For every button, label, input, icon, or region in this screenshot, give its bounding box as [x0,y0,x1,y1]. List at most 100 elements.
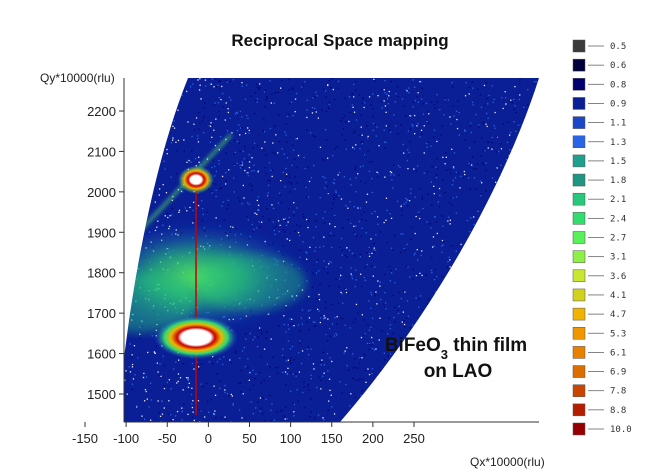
x-tick-label: -50 [158,431,177,446]
noise-speckle [483,164,485,166]
noise-speckle [221,363,224,366]
noise-speckle [432,310,435,313]
noise-speckle [364,354,366,356]
noise-speckle [247,219,249,221]
noise-speckle [532,159,534,161]
noise-speckle [529,237,531,239]
noise-speckle [241,161,243,163]
noise-speckle [429,316,431,318]
noise-speckle [306,116,308,119]
noise-speckle [284,406,287,408]
noise-speckle [501,304,503,306]
noise-speckle [166,148,168,151]
noise-speckle [273,227,275,229]
noise-speckle [486,219,488,221]
noise-speckle [148,132,151,134]
noise-speckle [404,375,407,377]
noise-speckle [534,385,536,387]
noise-speckle [519,94,521,96]
noise-speckle [128,228,130,230]
noise-speckle [329,235,331,237]
noise-speckle [162,122,164,124]
noise-speckle [470,131,473,134]
noise-speckle [449,168,451,171]
noise-speckle [390,171,393,174]
noise-speckle [418,211,420,213]
noise-speckle [280,202,282,204]
noise-speckle [154,201,156,203]
noise-speckle [516,186,518,189]
noise-speckle [417,259,419,261]
noise-speckle [348,96,351,98]
noise-speckle [295,167,298,169]
noise-speckle [357,207,359,209]
noise-speckle [359,134,361,136]
noise-speckle [175,361,177,363]
noise-speckle [238,142,241,144]
noise-speckle [252,384,255,386]
noise-speckle [476,285,478,287]
noise-speckle [418,298,420,300]
noise-speckle [528,241,531,243]
noise-speckle [324,317,326,319]
noise-speckle [141,234,143,236]
legend-label: 10.0 [610,425,632,435]
noise-speckle [442,179,444,181]
noise-speckle [537,215,539,218]
noise-speckle [375,348,377,350]
noise-speckle [533,407,536,410]
legend-swatch [572,231,586,244]
noise-speckle [444,97,446,99]
noise-speckle [454,177,457,179]
noise-speckle [447,216,450,218]
noise-speckle [213,385,215,387]
noise-speckle [355,81,357,83]
noise-speckle [334,214,336,216]
noise-speckle [315,298,318,300]
noise-speckle [131,363,134,366]
noise-speckle [492,402,494,404]
noise-speckle [407,199,409,201]
noise-speckle [474,393,476,395]
noise-speckle [534,302,536,304]
noise-speckle [211,78,213,80]
noise-speckle [509,221,511,224]
noise-speckle [361,134,363,136]
noise-speckle [453,383,455,385]
noise-speckle [388,265,390,268]
noise-speckle [435,400,437,402]
noise-speckle [170,176,172,178]
noise-speckle [360,285,363,288]
noise-speckle [319,197,321,199]
noise-speckle [412,106,414,108]
noise-speckle [350,222,352,225]
noise-speckle [534,196,536,198]
noise-speckle [499,174,502,177]
noise-speckle [464,173,466,176]
noise-speckle [324,129,327,131]
noise-speckle [503,408,505,410]
noise-speckle [263,149,265,152]
noise-speckle [137,357,139,359]
noise-speckle [351,104,353,106]
noise-speckle [268,162,271,164]
noise-speckle [198,111,200,114]
noise-speckle [260,407,262,409]
noise-speckle [245,333,247,335]
noise-speckle [210,83,213,85]
noise-speckle [158,194,160,196]
noise-speckle [141,415,143,417]
noise-speckle [421,196,424,198]
noise-speckle [372,317,374,319]
noise-speckle [419,377,421,379]
noise-speckle [164,364,166,367]
noise-speckle [198,161,200,163]
noise-speckle [477,288,479,290]
noise-speckle [390,269,392,272]
noise-speckle [213,413,215,415]
noise-speckle [191,135,193,138]
noise-speckle [425,322,427,324]
noise-speckle [480,155,482,157]
legend-swatch [572,116,586,129]
noise-speckle [447,220,449,222]
